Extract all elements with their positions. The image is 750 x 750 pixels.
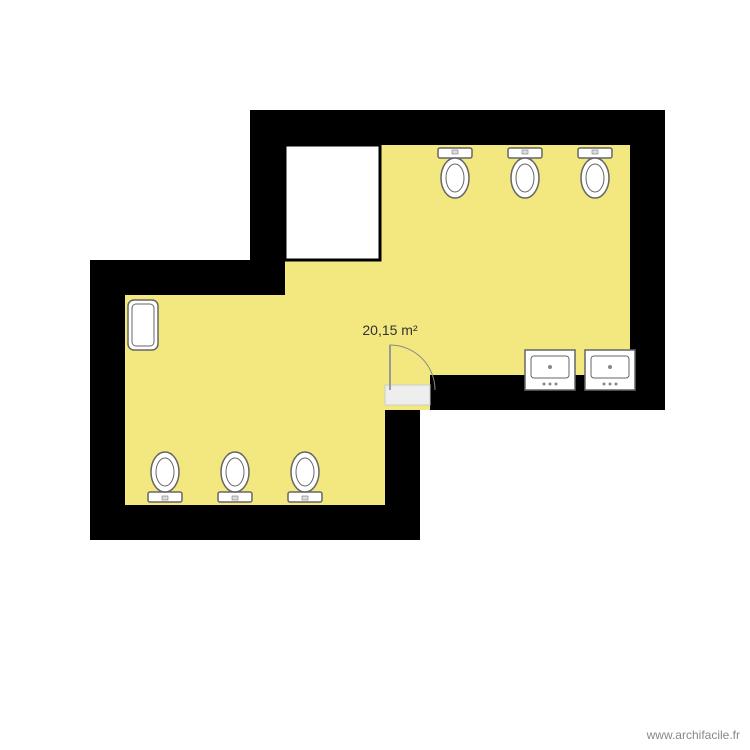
sink-icon (585, 350, 635, 390)
watermark: www.archifacile.fr (647, 728, 740, 742)
area-label: 20,15 m² (362, 322, 418, 338)
sink-icon (525, 350, 575, 390)
wall-fixture-icon (128, 300, 158, 350)
